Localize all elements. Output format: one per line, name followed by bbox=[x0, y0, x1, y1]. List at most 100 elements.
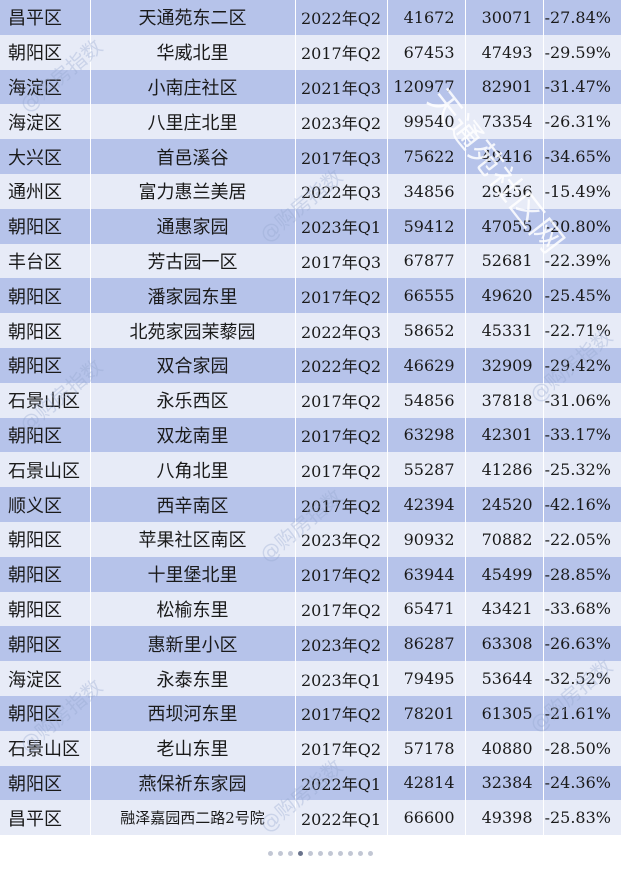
table-row: 大兴区 首邑溪谷 2017年Q3 75622 49416 -34.65% bbox=[0, 139, 621, 174]
district-cell: 朝阳区 bbox=[0, 34, 91, 70]
community-cell: 富力惠兰美居 bbox=[90, 173, 296, 209]
change-percent-cell: -27.84% bbox=[543, 0, 621, 35]
current-price-cell: 49416 bbox=[465, 139, 544, 174]
peak-price-cell: 75622 bbox=[387, 139, 466, 174]
period-cell: 2022年Q3 bbox=[295, 313, 388, 348]
change-percent-cell: -25.32% bbox=[543, 452, 621, 488]
current-price-cell: 41286 bbox=[465, 452, 544, 488]
current-price-cell: 42301 bbox=[465, 417, 544, 453]
period-cell: 2017年Q2 bbox=[295, 417, 388, 453]
peak-price-cell: 78201 bbox=[387, 695, 466, 731]
period-cell: 2017年Q2 bbox=[295, 34, 388, 70]
district-cell: 昌平区 bbox=[0, 0, 91, 35]
table-row: 丰台区 芳古园一区 2017年Q3 67877 52681 -22.39% bbox=[0, 243, 621, 279]
peak-price-cell: 79495 bbox=[387, 661, 466, 696]
page-dot[interactable] bbox=[328, 851, 333, 856]
page-dot[interactable] bbox=[308, 851, 313, 856]
community-cell: 松榆东里 bbox=[90, 591, 296, 627]
current-price-cell: 63308 bbox=[465, 626, 544, 662]
district-cell: 朝阳区 bbox=[0, 591, 91, 627]
page-dot[interactable] bbox=[348, 851, 353, 856]
table-row: 朝阳区 苹果社区南区 2023年Q2 90932 70882 -22.05% bbox=[0, 521, 621, 557]
community-cell: 苹果社区南区 bbox=[90, 521, 296, 557]
peak-price-cell: 42814 bbox=[387, 765, 466, 801]
district-cell: 朝阳区 bbox=[0, 278, 91, 314]
current-price-cell: 45499 bbox=[465, 556, 544, 592]
community-cell: 芳古园一区 bbox=[90, 243, 296, 279]
period-cell: 2023年Q2 bbox=[295, 104, 388, 140]
change-percent-cell: -29.59% bbox=[543, 34, 621, 70]
community-cell: 小南庄社区 bbox=[90, 69, 296, 105]
community-cell: 十里堡北里 bbox=[90, 556, 296, 592]
period-cell: 2023年Q1 bbox=[295, 661, 388, 696]
change-percent-cell: -25.45% bbox=[543, 278, 621, 314]
change-percent-cell: -26.31% bbox=[543, 104, 621, 140]
community-cell: 燕保祈东家园 bbox=[90, 765, 296, 801]
community-cell: 潘家园东里 bbox=[90, 278, 296, 314]
peak-price-cell: 120977 bbox=[387, 69, 466, 105]
table-row: 朝阳区 西坝河东里 2017年Q2 78201 61305 -21.61% bbox=[0, 695, 621, 731]
community-cell: 首邑溪谷 bbox=[90, 139, 296, 174]
period-cell: 2017年Q2 bbox=[295, 278, 388, 314]
change-percent-cell: -22.71% bbox=[543, 313, 621, 348]
period-cell: 2023年Q1 bbox=[295, 208, 388, 244]
period-cell: 2022年Q2 bbox=[295, 347, 388, 383]
table-row: 石景山区 老山东里 2017年Q2 57178 40880 -28.50% bbox=[0, 730, 621, 766]
page-dot[interactable] bbox=[268, 851, 273, 856]
table-row: 朝阳区 松榆东里 2017年Q2 65471 43421 -33.68% bbox=[0, 591, 621, 627]
current-price-cell: 29456 bbox=[465, 173, 544, 209]
current-price-cell: 82901 bbox=[465, 69, 544, 105]
current-price-cell: 43421 bbox=[465, 591, 544, 627]
district-cell: 石景山区 bbox=[0, 730, 91, 766]
peak-price-cell: 58652 bbox=[387, 313, 466, 348]
change-percent-cell: -33.17% bbox=[543, 417, 621, 453]
community-cell: 惠新里小区 bbox=[90, 626, 296, 662]
period-cell: 2022年Q1 bbox=[295, 765, 388, 801]
table-row: 朝阳区 北苑家园茉藜园 2022年Q3 58652 45331 -22.71% bbox=[0, 313, 621, 348]
period-cell: 2023年Q2 bbox=[295, 521, 388, 557]
current-price-cell: 47055 bbox=[465, 208, 544, 244]
change-percent-cell: -34.65% bbox=[543, 139, 621, 174]
table-row: 海淀区 八里庄北里 2023年Q2 99540 73354 -26.31% bbox=[0, 104, 621, 140]
period-cell: 2017年Q2 bbox=[295, 730, 388, 766]
page-dot[interactable] bbox=[368, 851, 373, 856]
district-cell: 通州区 bbox=[0, 173, 91, 209]
change-percent-cell: -15.49% bbox=[543, 173, 621, 209]
table-row: 朝阳区 十里堡北里 2017年Q2 63944 45499 -28.85% bbox=[0, 556, 621, 592]
district-cell: 朝阳区 bbox=[0, 208, 91, 244]
change-percent-cell: -25.83% bbox=[543, 800, 621, 836]
period-cell: 2021年Q3 bbox=[295, 69, 388, 105]
page-dot-active[interactable] bbox=[298, 851, 303, 856]
page-dot[interactable] bbox=[338, 851, 343, 856]
current-price-cell: 73354 bbox=[465, 104, 544, 140]
community-cell: 北苑家园茉藜园 bbox=[90, 313, 296, 348]
peak-price-cell: 67877 bbox=[387, 243, 466, 279]
page-dot[interactable] bbox=[288, 851, 293, 856]
current-price-cell: 49398 bbox=[465, 800, 544, 836]
community-cell: 西辛南区 bbox=[90, 487, 296, 522]
period-cell: 2022年Q3 bbox=[295, 173, 388, 209]
current-price-cell: 32909 bbox=[465, 347, 544, 383]
district-cell: 顺义区 bbox=[0, 487, 91, 522]
district-cell: 石景山区 bbox=[0, 382, 91, 418]
table-row: 朝阳区 通惠家园 2023年Q1 59412 47055 -20.80% bbox=[0, 208, 621, 244]
community-cell: 老山东里 bbox=[90, 730, 296, 766]
district-cell: 海淀区 bbox=[0, 69, 91, 105]
community-cell: 八里庄北里 bbox=[90, 104, 296, 140]
page-dot[interactable] bbox=[318, 851, 323, 856]
page-dot[interactable] bbox=[358, 851, 363, 856]
carousel-page-indicator[interactable] bbox=[268, 851, 373, 856]
district-cell: 朝阳区 bbox=[0, 313, 91, 348]
current-price-cell: 45331 bbox=[465, 313, 544, 348]
change-percent-cell: -20.80% bbox=[543, 208, 621, 244]
table-row: 朝阳区 华威北里 2017年Q2 67453 47493 -29.59% bbox=[0, 34, 621, 70]
community-cell: 通惠家园 bbox=[90, 208, 296, 244]
period-cell: 2017年Q2 bbox=[295, 452, 388, 488]
district-cell: 海淀区 bbox=[0, 104, 91, 140]
peak-price-cell: 42394 bbox=[387, 487, 466, 522]
period-cell: 2017年Q2 bbox=[295, 695, 388, 731]
table-row: 海淀区 小南庄社区 2021年Q3 120977 82901 -31.47% bbox=[0, 69, 621, 105]
period-cell: 2017年Q2 bbox=[295, 487, 388, 522]
page-dot[interactable] bbox=[278, 851, 283, 856]
period-cell: 2017年Q2 bbox=[295, 382, 388, 418]
